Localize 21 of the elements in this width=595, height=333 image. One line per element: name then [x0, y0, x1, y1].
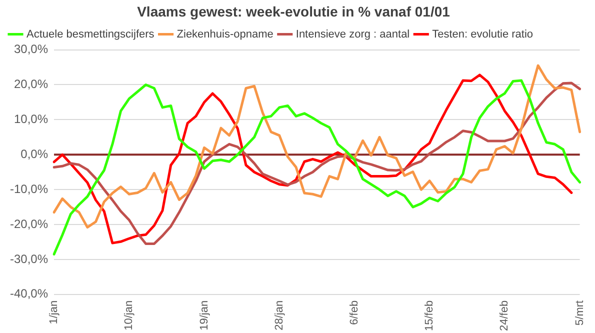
x-tick-label: 19/jan [198, 300, 210, 330]
x-tick-label: 6/feb [348, 300, 360, 325]
x-tick-label: 24/feb [498, 300, 511, 332]
y-tick-label: 20,0% [14, 77, 48, 92]
legend-label: Ziekenhuis-opname [176, 28, 274, 40]
y-tick-label: -10,0% [10, 182, 48, 196]
x-tick-label: 1/jan [48, 300, 60, 324]
legend-label: Actuele besmettingscijfers [26, 28, 155, 40]
x-tick-label: 28/jan [273, 300, 286, 330]
y-tick-label: 30,0% [14, 42, 48, 56]
y-tick-label: 10,0% [14, 112, 48, 126]
y-tick-label: -20,0% [10, 216, 48, 231]
legend-label: Testen: evolutie ratio [432, 28, 534, 40]
y-tick-label: 0,0% [20, 146, 48, 161]
chart-title: Vlaams gewest: week-evolutie in % vanaf 01/01 [137, 3, 450, 20]
x-tick-label: 10/jan [123, 300, 136, 330]
y-tick-label: -40,0% [10, 286, 48, 301]
x-tick-label: 5/mrt [574, 300, 586, 326]
x-tick-label: 15/feb [424, 300, 436, 332]
legend-label: Intensieve zorg : aantal [296, 28, 410, 40]
y-tick-label: -30,0% [10, 252, 48, 266]
